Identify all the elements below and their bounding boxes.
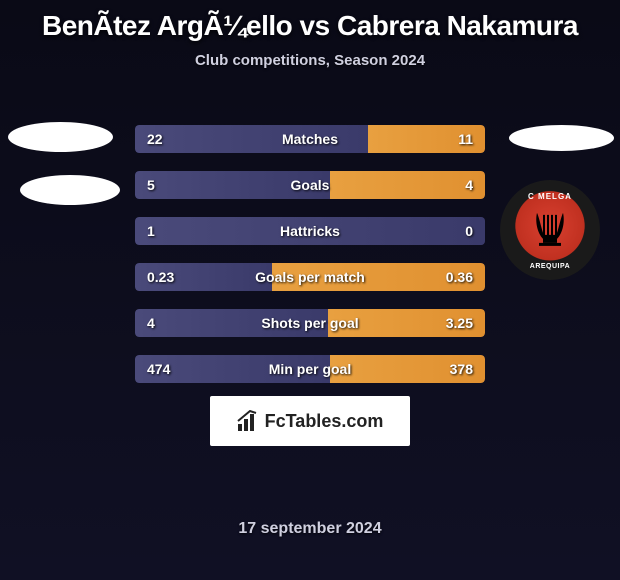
stat-label: Hattricks: [280, 223, 340, 239]
stat-value-left: 22: [147, 131, 163, 147]
stat-label: Goals: [291, 177, 330, 193]
brand-box[interactable]: FcTables.com: [210, 396, 410, 446]
stat-row: 0.23 0.36 Goals per match: [135, 263, 485, 291]
stat-value-left: 5: [147, 177, 155, 193]
stat-bar-right: [330, 171, 485, 199]
club-badge: C MELGA AREQUIPA: [500, 180, 600, 280]
stat-value-right: 11: [458, 131, 473, 147]
player-right-photo-placeholder: [509, 125, 614, 151]
stat-row: 5 4 Goals: [135, 171, 485, 199]
stat-value-right: 0.36: [446, 269, 473, 285]
badge-top-text: C MELGA: [528, 192, 572, 201]
stat-label: Min per goal: [269, 361, 351, 377]
lyre-icon: [529, 207, 571, 249]
player-left-photo-placeholder-1: [8, 122, 113, 152]
stat-value-right: 3.25: [446, 315, 473, 331]
stat-row: 1 0 Hattricks: [135, 217, 485, 245]
page-title: BenÃ­tez ArgÃ¼ello vs Cabrera Nakamura: [0, 0, 620, 42]
stat-value-left: 1: [147, 223, 155, 239]
stat-label: Goals per match: [255, 269, 365, 285]
stat-row: 474 378 Min per goal: [135, 355, 485, 383]
stat-row: 4 3.25 Shots per goal: [135, 309, 485, 337]
brand-text: FcTables.com: [265, 411, 384, 432]
badge-bottom-text: AREQUIPA: [530, 263, 570, 270]
stat-value-left: 4: [147, 315, 155, 331]
footer-date: 17 september 2024: [0, 520, 620, 538]
stat-value-right: 0: [465, 223, 473, 239]
page-subtitle: Club competitions, Season 2024: [0, 52, 620, 69]
stat-value-right: 4: [465, 177, 473, 193]
stat-value-right: 378: [450, 361, 473, 377]
stat-label: Matches: [282, 131, 338, 147]
brand-chart-icon: [237, 410, 259, 432]
stat-value-left: 0.23: [147, 269, 174, 285]
stat-value-left: 474: [147, 361, 170, 377]
stats-container: 22 11 Matches 5 4 Goals 1 0 Hattricks 0.23 0.36 Goa…: [135, 125, 485, 401]
stat-label: Shots per goal: [261, 315, 358, 331]
stat-row: 22 11 Matches: [135, 125, 485, 153]
player-left-photo-placeholder-2: [20, 175, 120, 205]
